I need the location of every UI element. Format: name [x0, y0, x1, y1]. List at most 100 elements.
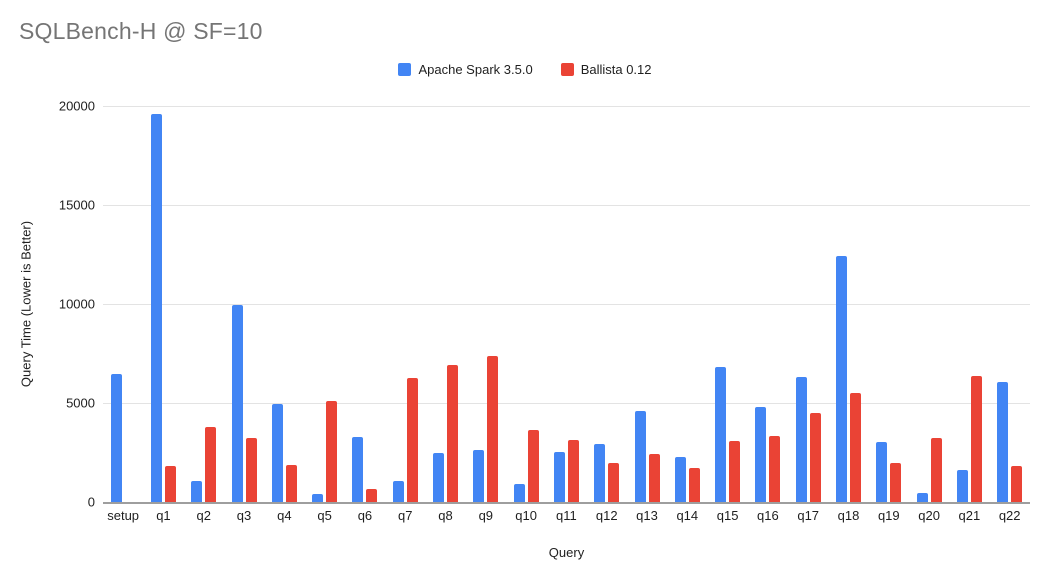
bar-group-q2	[184, 106, 224, 502]
bar-group-q10	[506, 106, 546, 502]
bar-group-q5	[304, 106, 344, 502]
legend-item-0: Apache Spark 3.5.0	[398, 62, 533, 77]
y-tick-label: 20000	[58, 98, 95, 114]
bar-q7-ballista	[406, 378, 418, 502]
x-tick-label-q17: q17	[797, 508, 820, 523]
bar-q16-ballista	[769, 436, 781, 502]
bar-group-q16	[748, 106, 788, 502]
y-tick-label: 10000	[58, 296, 95, 312]
bar-group-q4	[264, 106, 304, 502]
gridline	[103, 205, 1030, 206]
x-axis-line	[103, 502, 1030, 504]
x-tick-label-q10: q10	[515, 508, 537, 523]
bar-q13-ballista	[648, 454, 660, 502]
bar-q12-ballista	[608, 463, 620, 502]
bar-group-q9	[466, 106, 506, 502]
bar-q3-apache	[231, 305, 243, 502]
x-tick-label-q22: q22	[998, 508, 1021, 523]
bar-group-q3	[224, 106, 264, 502]
bar-q11-apache	[553, 452, 565, 502]
x-tick-label-q7: q7	[397, 508, 413, 523]
bar-group-q12	[587, 106, 627, 502]
x-tick-label-q11: q11	[556, 508, 577, 523]
bar-group-setup	[103, 106, 143, 502]
bar-group-q6	[345, 106, 385, 502]
bar-q17-ballista	[809, 413, 821, 502]
bar-group-q17	[788, 106, 828, 502]
bar-group-q14	[667, 106, 707, 502]
y-tick-label: 5000	[66, 395, 95, 411]
bar-q20-apache	[916, 493, 928, 502]
bar-q9-apache	[473, 450, 485, 502]
bar-q9-ballista	[487, 356, 499, 502]
x-tick-label-q18: q18	[837, 508, 860, 523]
bar-q22-ballista	[1011, 466, 1023, 502]
bar-q8-apache	[433, 453, 445, 502]
chart-title: SQLBench-H @ SF=10	[19, 18, 263, 44]
bar-q16-apache	[755, 407, 767, 502]
bar-q19-apache	[876, 442, 888, 502]
bar-q20-ballista	[930, 438, 942, 502]
bar-q18-ballista	[849, 393, 861, 502]
gridline	[103, 403, 1030, 404]
x-tick-label-q14: q14	[676, 508, 699, 523]
x-tick-label-q2: q2	[196, 508, 211, 523]
bar-q21-ballista	[970, 376, 982, 502]
x-tick-label-q8: q8	[438, 508, 453, 523]
bars-row	[103, 106, 1030, 502]
legend-item-1: Ballista 0.12	[560, 62, 652, 77]
bar-q14-ballista	[688, 468, 700, 502]
x-tick-label-setup: setup	[107, 508, 140, 523]
legend-swatch-icon	[560, 63, 574, 76]
bar-group-q8	[425, 106, 465, 502]
bar-q13-apache	[634, 411, 646, 502]
bar-q15-apache	[715, 367, 727, 502]
x-tick-label-q5: q5	[317, 508, 332, 523]
bar-group-q19	[869, 106, 909, 502]
bar-group-q21	[949, 106, 989, 502]
gridline	[103, 304, 1030, 305]
x-tick-label-q19: q19	[877, 508, 900, 523]
bar-q7-apache	[392, 481, 404, 502]
bar-q2-apache	[191, 481, 203, 502]
x-tick-label-q4: q4	[277, 508, 292, 523]
bar-q21-apache	[956, 470, 968, 502]
x-axis-tick-labels: setup q1 q2 q3 q4 q5 q6 q7 q8 q9 q10 q11 q12 q13 q14 q1…	[103, 508, 1030, 523]
x-tick-label-q9: q9	[478, 508, 494, 523]
bar-q19-ballista	[890, 463, 902, 502]
y-tick-label: 15000	[58, 197, 95, 213]
bar-group-q7	[385, 106, 425, 502]
y-tick-label: 0	[87, 494, 95, 510]
bar-q3-ballista	[245, 438, 257, 502]
bar-group-q15	[707, 106, 747, 502]
x-tick-label-q16: q16	[757, 508, 779, 523]
bar-q4-apache	[271, 404, 283, 502]
bar-q1-ballista	[164, 466, 176, 502]
bar-q8-ballista	[447, 365, 459, 502]
legend-label: Ballista 0.12	[580, 62, 652, 77]
x-axis-title: Query	[548, 545, 585, 560]
x-tick-label-q20: q20	[918, 508, 940, 523]
bar-q10-apache	[513, 484, 525, 502]
bar-q10-ballista	[527, 430, 539, 502]
x-tick-label-q21: q21	[958, 508, 981, 523]
bar-q11-ballista	[567, 440, 579, 502]
bar-q17-apache	[795, 377, 807, 502]
legend: Apache Spark 3.5.0 Ballista 0.12	[0, 62, 1050, 77]
x-tick-label-q15: q15	[716, 508, 739, 523]
x-tick-label-q13: q13	[636, 508, 658, 523]
bar-group-q13	[627, 106, 667, 502]
bar-q18-apache	[835, 256, 847, 502]
bar-q2-ballista	[205, 427, 217, 502]
bar-group-q1	[143, 106, 183, 502]
bar-q6-ballista	[366, 489, 378, 502]
bar-q6-apache	[352, 437, 364, 502]
bar-group-q20	[909, 106, 949, 502]
bar-q4-ballista	[285, 465, 297, 502]
bar-q22-apache	[997, 382, 1009, 502]
bar-setup-apache	[110, 374, 122, 502]
bar-group-q22	[990, 106, 1030, 502]
legend-label: Apache Spark 3.5.0	[418, 62, 533, 77]
bar-q12-apache	[594, 444, 606, 502]
